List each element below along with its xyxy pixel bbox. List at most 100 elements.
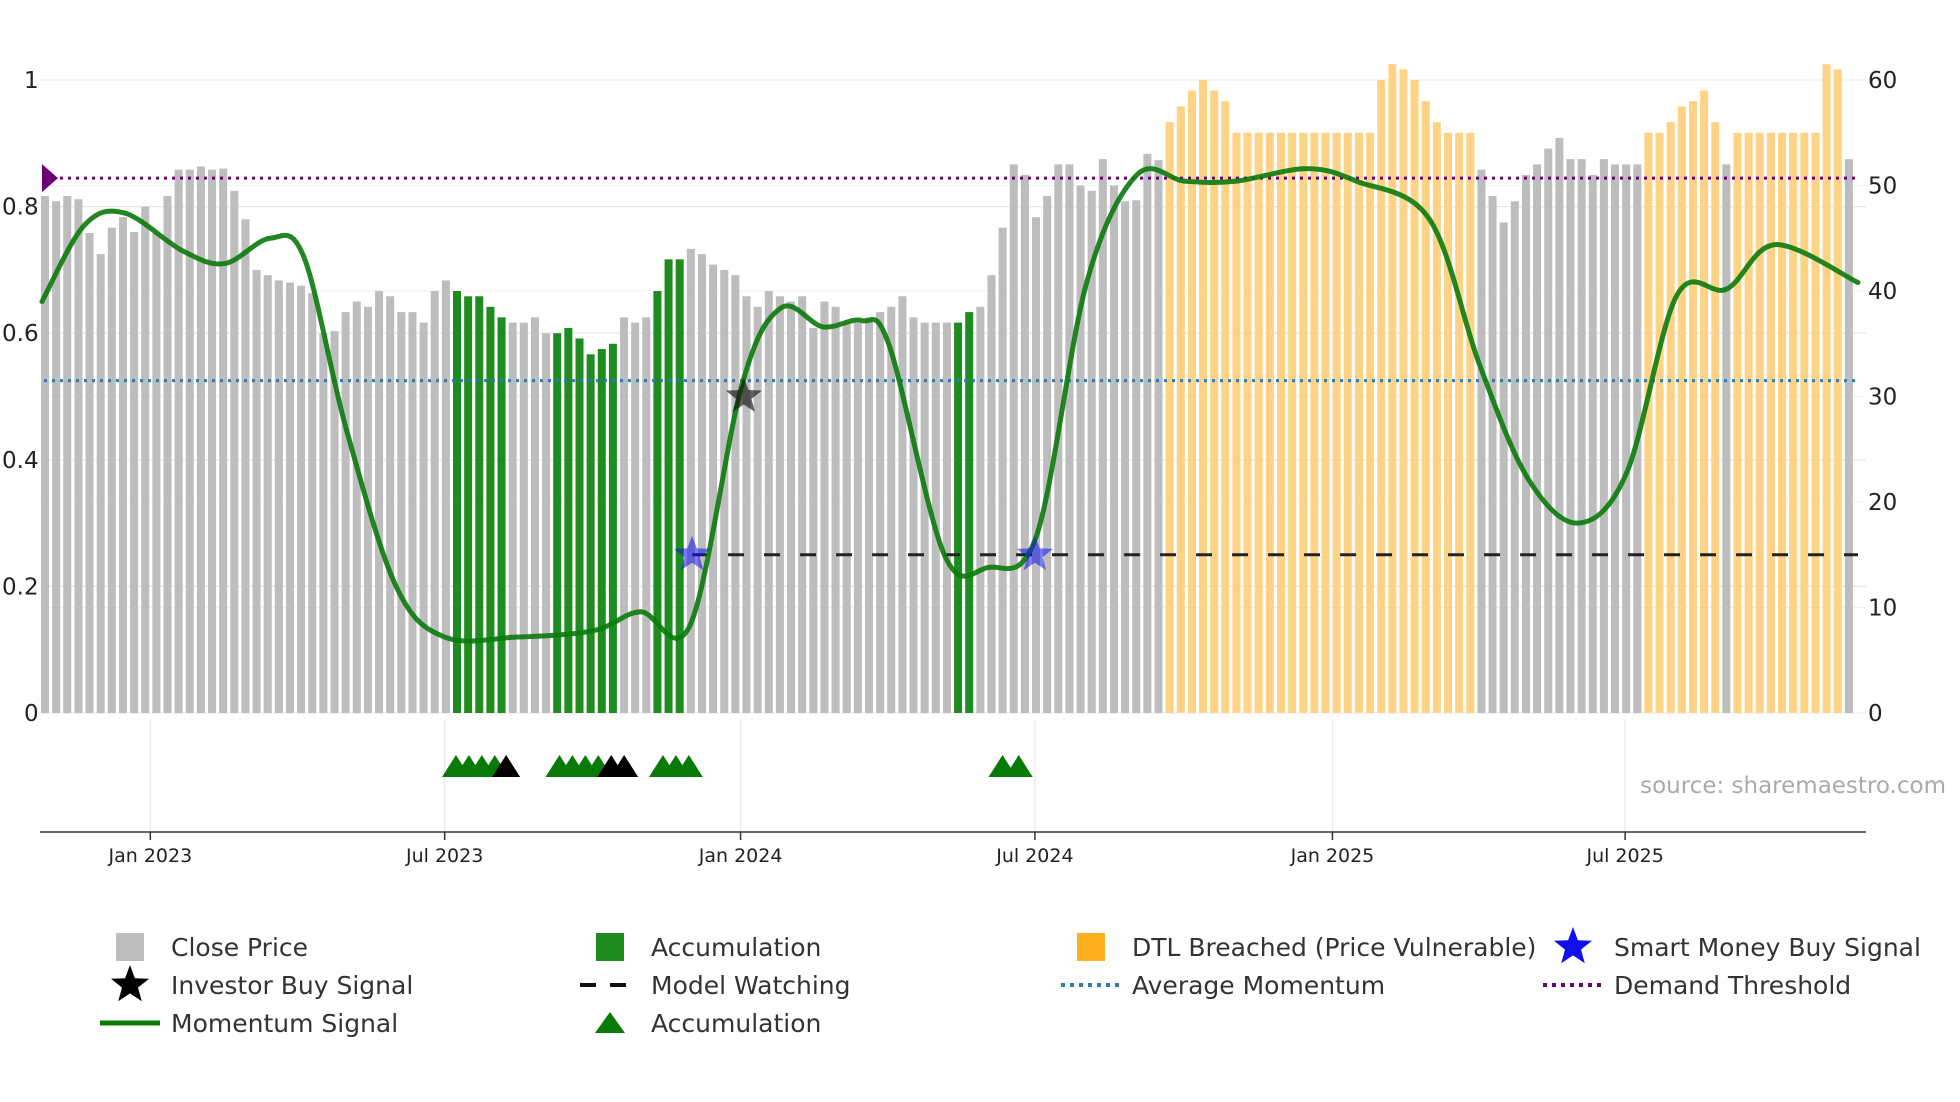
close-price-bar [1020, 174, 1029, 713]
x-tick-label: Jan 2024 [698, 845, 783, 867]
close-price-bar [163, 196, 172, 714]
close-price-bar [1009, 164, 1018, 713]
y-left-tick-label: 0.2 [2, 574, 39, 600]
dtl-breached-bar [1410, 80, 1419, 713]
close-price-bar [798, 296, 807, 713]
close-price-bar [63, 196, 72, 714]
legend-item: Momentum Signal [100, 1009, 398, 1038]
signal-lines [39, 164, 1861, 644]
close-price-bar [1098, 159, 1107, 713]
close-price-bar [987, 275, 996, 713]
close-price-bar [942, 322, 951, 713]
close-price-bar [230, 190, 239, 713]
close-price-bar [542, 333, 551, 713]
dtl-breached-bar [1276, 132, 1285, 713]
dtl-breached-bar [1744, 132, 1753, 713]
legend-label: Model Watching [651, 971, 851, 1000]
accumulation-triangle [1004, 755, 1033, 777]
dtl-breached-bar [1343, 132, 1352, 713]
close-price-bar [530, 317, 539, 713]
close-price-bar [820, 301, 829, 713]
close-price-bar [853, 322, 862, 713]
legend-swatch [596, 933, 624, 961]
close-price-bar [731, 275, 740, 713]
close-price-bar [1722, 164, 1731, 713]
dtl-breached-bar [1310, 132, 1319, 713]
close-price-bar [1154, 160, 1163, 713]
x-tick-label: Jul 2023 [405, 845, 483, 867]
close-price-bar [1588, 174, 1597, 713]
x-tick-label: Jan 2025 [1290, 845, 1375, 867]
accumulation-bar [575, 338, 584, 713]
dtl-breached-bar [1388, 64, 1397, 714]
legend-label: Investor Buy Signal [171, 971, 413, 1000]
accumulation-bar [675, 259, 684, 713]
close-price-bar [787, 301, 796, 713]
legend-swatch [1077, 933, 1105, 961]
close-price-bar [1521, 174, 1530, 713]
accumulation-bar [553, 333, 562, 713]
dtl-breached-bar [1366, 132, 1375, 713]
close-price-bar [642, 317, 651, 713]
accumulation-triangle [610, 755, 639, 777]
close-price-bar [196, 166, 205, 713]
accumulation-bar [954, 322, 963, 713]
dtl-breached-bar [1299, 132, 1308, 713]
dtl-breached-bar [1466, 132, 1475, 713]
close-price-bar [887, 306, 896, 713]
dtl-breached-bar [1833, 69, 1842, 713]
accumulation-bar [965, 312, 974, 713]
y-left-tick-label: 0.8 [2, 195, 39, 221]
close-price-bar [1555, 138, 1564, 713]
dtl-breached-bar [1187, 90, 1196, 714]
legend-label: Accumulation [651, 1009, 821, 1038]
close-price-bar [185, 169, 194, 714]
legend-swatch [111, 965, 149, 1002]
close-price-bar [831, 306, 840, 713]
close-price-bar [308, 293, 317, 713]
close-price-bar [1611, 164, 1620, 713]
dtl-breached-bar [1677, 106, 1686, 713]
close-price-bar [130, 231, 139, 714]
close-price-bar [1544, 148, 1553, 713]
close-price-bar [219, 168, 228, 713]
close-price-bar [998, 227, 1007, 713]
legend-label: DTL Breached (Price Vulnerable) [1132, 933, 1536, 962]
accumulation-bar [564, 327, 573, 713]
demand-threshold-marker [42, 164, 58, 193]
close-price-bar [375, 291, 384, 713]
close-price-bar [620, 317, 629, 713]
close-price-bar [1043, 196, 1052, 714]
close-price-bar [976, 306, 985, 713]
close-price-bar [1499, 222, 1508, 714]
dtl-breached-bar [1700, 90, 1709, 714]
source-label: source: sharemaestro.com [1640, 773, 1946, 799]
close-price-bar [319, 333, 328, 713]
close-price-bar [1566, 159, 1575, 713]
close-price-bar [686, 248, 695, 714]
close-price-bar [1121, 201, 1130, 713]
x-tick-label: Jan 2023 [108, 845, 193, 867]
legend-label: Accumulation [651, 933, 821, 962]
accumulation-bar [464, 296, 473, 713]
left-y-axis: 0 0.2 0.4 0.6 0.8 1 [2, 68, 39, 727]
dtl-breached-bar [1254, 132, 1263, 713]
close-price-bar [1577, 159, 1586, 713]
dtl-breached-bar [1811, 132, 1820, 713]
legend-item: Demand Threshold [1543, 971, 1851, 1000]
close-price-bar [141, 206, 150, 713]
dtl-breached-bar [1778, 132, 1787, 713]
close-price-bar [263, 275, 272, 713]
close-price-bar [330, 331, 339, 713]
dtl-breached-bar [1199, 80, 1208, 713]
legend-label: Momentum Signal [171, 1009, 398, 1038]
close-price-bar [118, 217, 127, 713]
close-price-bar [1844, 159, 1853, 713]
legend-item: Accumulation [595, 1009, 821, 1038]
legend-item: Close Price [116, 933, 308, 962]
dtl-breached-bar [1354, 132, 1363, 713]
accumulation-bar [608, 343, 617, 713]
close-price-bar [419, 322, 428, 713]
dtl-breached-bar [1232, 132, 1241, 713]
